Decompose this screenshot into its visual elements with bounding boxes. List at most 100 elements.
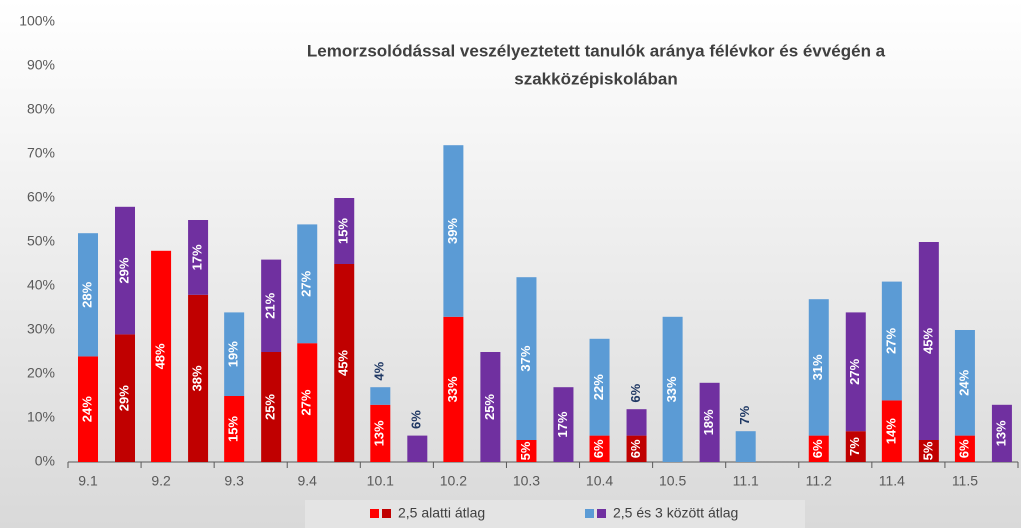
value-label: 25% [482, 394, 497, 420]
x-tick-label: 10.5 [659, 473, 686, 489]
value-label: 27% [883, 328, 898, 354]
value-label: 7% [737, 405, 752, 424]
x-tick-label: 9.3 [224, 473, 244, 489]
bar-segment [78, 356, 98, 462]
y-tick-label: 0% [35, 453, 55, 469]
bar-segment [516, 277, 537, 440]
value-label: 28% [79, 281, 94, 307]
bar-segment [808, 299, 829, 436]
bar-segment [297, 343, 318, 462]
value-label: 7% [847, 437, 862, 456]
bar-segment [407, 435, 428, 462]
value-label: 38% [190, 365, 205, 391]
bar-segment [589, 435, 610, 462]
value-label: 6% [956, 439, 971, 458]
y-tick-label: 90% [27, 57, 55, 73]
legend-label: 2,5 alatti átlag [398, 505, 485, 521]
value-label: 21% [263, 292, 278, 318]
x-tick-label: 10.4 [586, 473, 613, 489]
value-label: 5% [920, 441, 935, 460]
x-tick-label: 11.4 [879, 473, 905, 489]
bar-segment [918, 242, 939, 440]
y-tick-label: 100% [19, 13, 55, 29]
bar-segment [954, 330, 975, 436]
bar-segment [115, 334, 135, 462]
bar-segment [808, 435, 829, 462]
bar-segment [224, 396, 245, 462]
bar-segment [480, 352, 501, 462]
value-label: 29% [116, 385, 131, 411]
value-label: 24% [79, 396, 94, 422]
value-label: 5% [518, 441, 533, 460]
bar-segment [699, 382, 720, 462]
x-tick-label: 9.1 [78, 473, 98, 489]
legend-swatch [382, 509, 391, 518]
value-label: 6% [810, 439, 825, 458]
y-tick-label: 80% [27, 101, 55, 117]
value-label: 45% [920, 328, 935, 354]
value-label: 33% [445, 376, 460, 402]
bar-segment [334, 264, 355, 462]
value-label: 24% [956, 369, 971, 395]
y-tick-label: 10% [27, 409, 55, 425]
value-label: 37% [518, 345, 533, 371]
x-tick-label: 10.2 [440, 473, 467, 489]
x-tick-label: 9.2 [151, 473, 171, 489]
bar-segment [115, 206, 135, 335]
legend-swatch [585, 509, 594, 518]
value-label: 6% [409, 410, 424, 429]
bar-segment [626, 435, 647, 462]
value-label: 27% [299, 389, 314, 415]
bar-segment [918, 440, 939, 462]
value-label: 31% [810, 354, 825, 380]
value-label: 6% [628, 383, 643, 402]
bar-segment [370, 387, 391, 405]
value-label: 33% [664, 376, 679, 402]
value-label: 13% [372, 420, 387, 446]
x-tick-label: 11.1 [733, 473, 759, 489]
bar-segment [845, 431, 866, 462]
chart-title: szakközépiskolában [514, 69, 677, 88]
bar-segment [78, 233, 98, 357]
value-label: 39% [445, 218, 460, 244]
value-label: 6% [591, 439, 606, 458]
y-tick-label: 50% [27, 233, 55, 249]
bar-segment [188, 220, 209, 295]
y-tick-label: 70% [27, 145, 55, 161]
bar-segment [845, 312, 866, 432]
value-label: 29% [116, 257, 131, 283]
y-tick-label: 60% [27, 189, 55, 205]
legend-swatch [370, 509, 379, 518]
legend-label: 2,5 és 3 között átlag [613, 505, 738, 521]
value-label: 48% [153, 343, 168, 369]
bar-segment [334, 198, 355, 264]
bar-segment [261, 259, 282, 352]
value-label: 45% [336, 350, 351, 376]
bar-segment [516, 440, 537, 462]
bar-segment [443, 316, 464, 462]
bar-segment [224, 312, 245, 396]
bar-segment [553, 387, 574, 462]
value-label: 25% [263, 394, 278, 420]
chart-title: Lemorzsolódással veszélyeztetett tanulók… [307, 41, 886, 60]
bar-segment [626, 409, 647, 436]
bar-segment [735, 431, 756, 462]
y-tick-label: 40% [27, 277, 55, 293]
value-label: 27% [847, 358, 862, 384]
value-label: 22% [591, 374, 606, 400]
value-label: 13% [993, 420, 1008, 446]
bar-segment [188, 294, 209, 462]
bar-segment [589, 338, 610, 436]
value-label: 15% [336, 218, 351, 244]
bar-segment [662, 316, 683, 462]
value-label: 14% [883, 418, 898, 444]
bar-segment [881, 281, 902, 401]
value-label: 17% [555, 411, 570, 437]
value-label: 17% [190, 244, 205, 270]
x-tick-label: 10.1 [367, 473, 394, 489]
x-tick-label: 11.2 [806, 473, 832, 489]
bar-segment [881, 400, 902, 462]
x-tick-label: 9.4 [297, 473, 317, 489]
x-tick-label: 10.3 [513, 473, 540, 489]
